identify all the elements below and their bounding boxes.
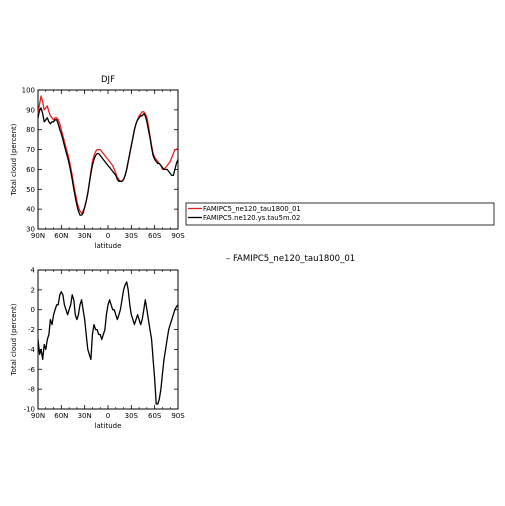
diff-label: – FAMIPC5_ne120_tau1800_01 (226, 254, 355, 264)
x-tick-label: 30N (78, 412, 92, 420)
x-tick-label: 90S (171, 412, 185, 420)
x-tick-label: 0 (106, 412, 110, 420)
legend-label: FAMIPC5_ne120_tau1800_01 (203, 205, 301, 213)
y-tick-label: 80 (26, 126, 35, 134)
x-tick-label: 30S (125, 232, 139, 240)
x-tick-label: 30N (78, 232, 92, 240)
y-tick-label: 0 (31, 306, 35, 314)
legend: FAMIPC5_ne120_tau1800_01FAMIPC5.ne120.ys… (185, 202, 495, 226)
x-tick-label: 60S (148, 232, 162, 240)
y-axis-label: Total cloud (percent) (10, 303, 18, 376)
plot-frame (37, 269, 179, 410)
y-tick-label: -2 (28, 326, 35, 334)
y-tick-label: 60 (26, 166, 35, 174)
y-tick-label: 2 (31, 286, 35, 294)
chart-title: DJF (101, 75, 115, 85)
x-tick-label: 90S (171, 232, 185, 240)
y-tick-label: -4 (28, 346, 36, 354)
x-tick-label: 0 (106, 232, 110, 240)
top-panel: 90N 60N 30N 0 30S 60S 90S 30 40 50 60 70 80 90 100 lati… (10, 75, 185, 250)
x-tick-label: 90N (31, 232, 45, 240)
x-tick-label: 60N (54, 412, 68, 420)
x-tick-label: 60N (54, 232, 68, 240)
y-tick-label: 30 (26, 226, 35, 234)
x-axis-label: latitude (95, 242, 122, 250)
series-line-2 (37, 107, 179, 216)
y-tick-label: -10 (24, 406, 35, 414)
series-line-1 (37, 95, 179, 214)
y-tick-label: 4 (31, 267, 36, 275)
x-axis-label: latitude (95, 422, 122, 430)
legend-box (185, 202, 495, 226)
legend-label: FAMIPC5.ne120.ys.tau5m.02 (203, 214, 300, 222)
y-tick-label: 90 (26, 106, 35, 114)
x-tick-label: 90N (31, 412, 45, 420)
y-tick-label: 70 (26, 146, 35, 154)
y-tick-label: 100 (22, 87, 35, 95)
x-tick-label: 60S (148, 412, 162, 420)
y-tick-label: 40 (26, 206, 35, 214)
x-tick-label: 30S (125, 412, 139, 420)
y-tick-label: 50 (26, 186, 35, 194)
series-line-1 (37, 281, 179, 405)
y-axis-label: Total cloud (percent) (10, 123, 18, 196)
y-tick-label: -8 (28, 386, 35, 394)
bottom-panel: 90N 60N 30N 0 30S 60S 90S -10 -8 -6 -4 -2 0 2 4 latitud… (10, 267, 185, 431)
y-tick-label: -6 (28, 366, 36, 374)
